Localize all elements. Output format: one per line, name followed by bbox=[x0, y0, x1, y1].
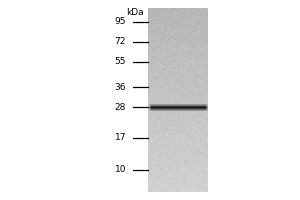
Text: 10: 10 bbox=[115, 166, 126, 174]
Text: 95: 95 bbox=[115, 18, 126, 26]
Text: 36: 36 bbox=[115, 82, 126, 92]
Text: 55: 55 bbox=[115, 58, 126, 66]
Text: 28: 28 bbox=[115, 102, 126, 112]
Text: 72: 72 bbox=[115, 38, 126, 46]
Text: 17: 17 bbox=[115, 134, 126, 142]
Text: kDa: kDa bbox=[126, 8, 144, 17]
